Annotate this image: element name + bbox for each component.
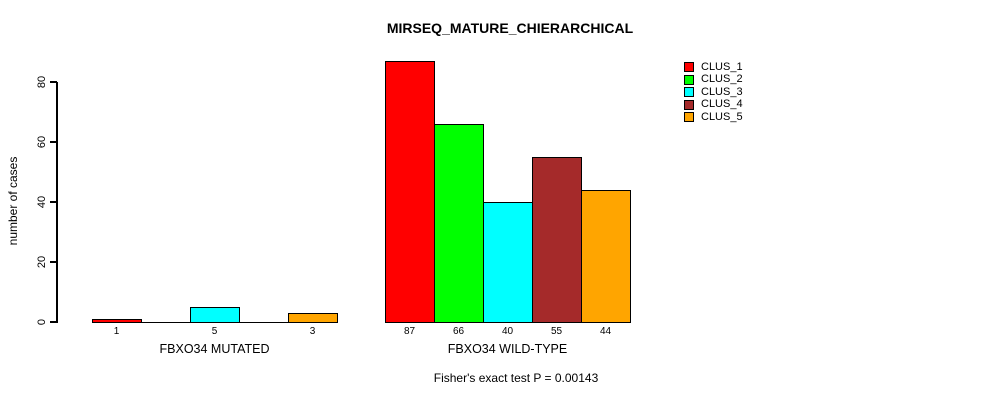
y-axis-label: number of cases bbox=[6, 156, 20, 246]
bar-value-label: 66 bbox=[452, 326, 465, 337]
y-axis-tick bbox=[50, 261, 57, 263]
bar-clus_2-group2 bbox=[434, 124, 484, 323]
legend-item: CLUS_4 bbox=[684, 99, 743, 112]
bar-clus_3-group2 bbox=[483, 202, 533, 323]
bar-value-label: 3 bbox=[309, 326, 316, 337]
bar-value-label: 40 bbox=[501, 326, 514, 337]
y-axis-tick-label: 60 bbox=[36, 135, 48, 149]
legend-label: CLUS_1 bbox=[701, 60, 743, 73]
y-axis-tick-label: 20 bbox=[36, 255, 48, 269]
bar-clus_5-group1 bbox=[288, 313, 338, 323]
group-label-2: FBXO34 WILD-TYPE bbox=[447, 342, 568, 356]
legend-swatch-clus_5 bbox=[684, 112, 694, 123]
y-axis-tick bbox=[50, 141, 57, 143]
bar-value-label: 87 bbox=[403, 326, 416, 337]
y-axis-line bbox=[56, 82, 58, 323]
bar-clus_4-group2 bbox=[532, 157, 582, 323]
y-axis-tick-label: 0 bbox=[36, 318, 48, 326]
stat-caption: Fisher's exact test P = 0.00143 bbox=[433, 371, 599, 385]
legend-swatch-clus_4 bbox=[684, 99, 694, 110]
bar-clus_1-group1 bbox=[92, 319, 142, 323]
bar-value-label: 1 bbox=[113, 326, 120, 337]
bar-clus_5-group2 bbox=[581, 190, 631, 323]
legend-label: CLUS_5 bbox=[701, 110, 743, 123]
legend-swatch-clus_2 bbox=[684, 74, 694, 85]
legend-swatch-clus_3 bbox=[684, 87, 694, 98]
group-label-1: FBXO34 MUTATED bbox=[159, 342, 270, 356]
bar-clus_3-group1 bbox=[190, 307, 240, 323]
y-axis-tick-label: 40 bbox=[36, 195, 48, 209]
bar-value-label: 5 bbox=[211, 326, 218, 337]
legend-item: CLUS_1 bbox=[684, 61, 743, 74]
chart-title: MIRSEQ_MATURE_CHIERARCHICAL bbox=[386, 20, 634, 36]
bar-clus_1-group2 bbox=[385, 61, 435, 323]
y-axis-tick bbox=[50, 81, 57, 83]
legend-label: CLUS_3 bbox=[701, 85, 743, 98]
legend-item: CLUS_5 bbox=[684, 111, 743, 124]
y-axis-tick-label: 80 bbox=[36, 75, 48, 89]
legend-label: CLUS_4 bbox=[701, 98, 743, 111]
bar-value-label: 44 bbox=[599, 326, 612, 337]
legend: CLUS_1 CLUS_2 CLUS_3 CLUS_4 CLUS_5 bbox=[684, 61, 743, 124]
legend-swatch-clus_1 bbox=[684, 62, 694, 73]
legend-label: CLUS_2 bbox=[701, 73, 743, 86]
bar-value-label: 55 bbox=[550, 326, 563, 337]
y-axis-tick bbox=[50, 321, 57, 323]
legend-item: CLUS_3 bbox=[684, 86, 743, 99]
y-axis-tick bbox=[50, 201, 57, 203]
legend-item: CLUS_2 bbox=[684, 74, 743, 87]
